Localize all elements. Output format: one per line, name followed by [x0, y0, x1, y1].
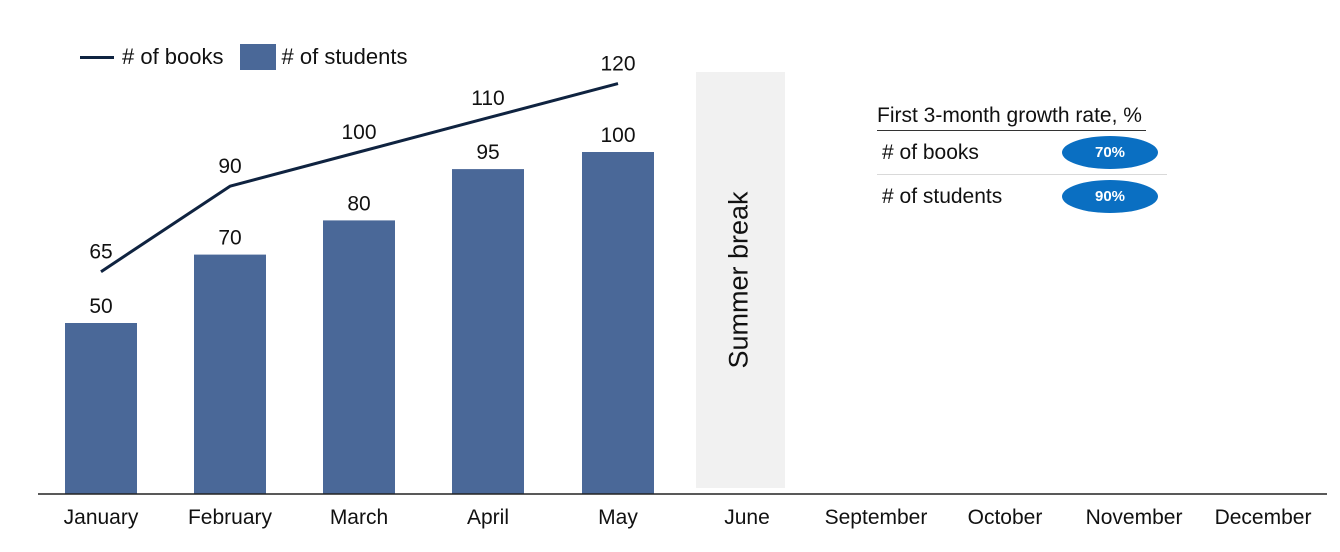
- bar-students: [582, 152, 654, 494]
- x-tick-label: December: [1215, 506, 1312, 529]
- summer-break-label: Summer break: [724, 191, 754, 369]
- x-tick-label: February: [188, 506, 273, 529]
- legend-label-books: # of books: [122, 44, 224, 69]
- x-tick-label: September: [825, 506, 928, 529]
- growth-row-label: # of students: [882, 184, 1003, 208]
- x-tick-label: January: [64, 506, 139, 529]
- bar-value-label: 95: [476, 141, 499, 164]
- x-tick-label: June: [724, 506, 770, 529]
- line-value-label: 90: [218, 155, 241, 178]
- line-value-label: 110: [471, 87, 504, 110]
- line-value-label: 65: [89, 241, 112, 264]
- summer-break-band: [696, 72, 785, 488]
- bar-value-label: 80: [347, 192, 370, 215]
- growth-row-students: # of students 90%: [877, 175, 1167, 218]
- legend-label-students: # of students: [281, 44, 408, 69]
- legend: # of books # of students: [80, 44, 408, 70]
- x-tick-label: November: [1086, 506, 1183, 529]
- legend-line-swatch: [80, 55, 114, 59]
- bar-value-label: 50: [89, 295, 112, 318]
- line-value-label: 120: [600, 53, 635, 76]
- legend-bar-swatch: [239, 44, 276, 70]
- growth-badge-students: 90%: [1062, 180, 1158, 213]
- x-tick-label: April: [467, 506, 509, 529]
- x-tick-label: March: [330, 506, 388, 529]
- growth-rate-table: First 3-month growth rate, % # of books …: [877, 104, 1167, 218]
- x-tick-label: October: [968, 506, 1043, 529]
- bar-students: [452, 169, 524, 494]
- growth-badge-books: 70%: [1062, 136, 1158, 169]
- line-value-label: 100: [341, 121, 376, 144]
- growth-row-books: # of books 70%: [877, 131, 1167, 175]
- bar-students: [323, 220, 395, 494]
- bar-students: [65, 323, 137, 494]
- x-tick-label: May: [598, 506, 638, 529]
- bar-value-label: 100: [600, 124, 635, 147]
- growth-rate-title: First 3-month growth rate, %: [877, 104, 1146, 131]
- bar-value-label: 70: [218, 227, 241, 250]
- bar-students: [194, 254, 266, 494]
- growth-row-label: # of books: [882, 140, 979, 164]
